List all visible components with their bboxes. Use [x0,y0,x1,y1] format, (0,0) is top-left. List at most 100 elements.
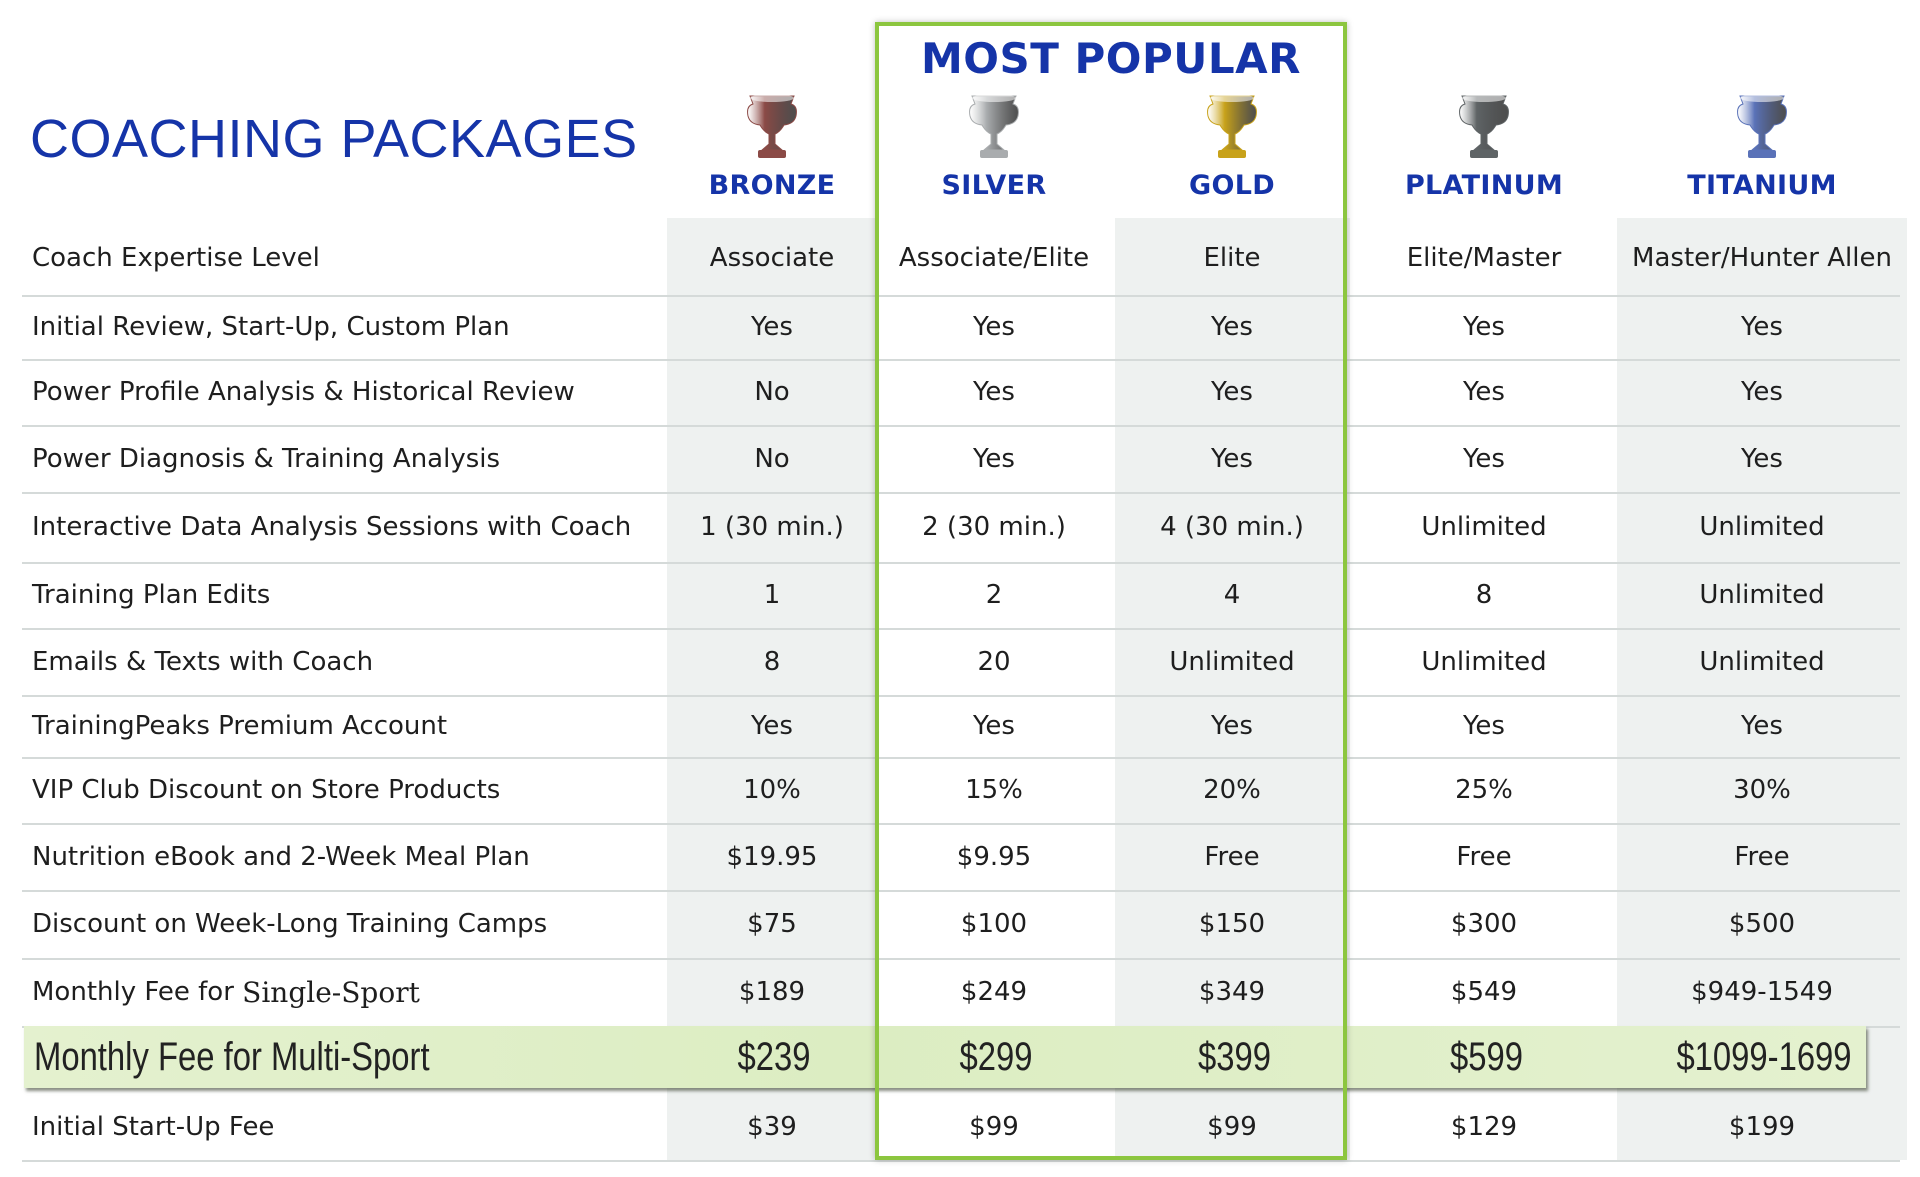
column-shade [1617,218,1907,1160]
cell-silver: $249 [960,977,1028,1007]
table-row: Training Plan Edits 1 2 4 8 Unlimited [22,562,1900,630]
cell-gold: $349 [1198,977,1266,1007]
cell-platinum: 8 [1475,580,1493,610]
cell-bronze: 10% [743,775,801,805]
cell-gold: Yes [1211,443,1253,474]
cell-titanium: Yes [1741,711,1783,741]
cell-titanium: 30% [1733,775,1791,805]
cell-silver: 15% [965,775,1023,805]
row-label-text: Coach Expertise Level [32,242,320,273]
trophy-gold-icon [1207,94,1257,158]
table-row-highlight: Monthly Fee for Multi-Sport $239 $299 $399 $… [24,1026,1866,1088]
cell-silver: 20 [977,646,1011,677]
cell-platinum: Unlimited [1421,646,1547,677]
cell-platinum: Free [1456,841,1512,872]
cell-titanium: $199 [1728,1112,1796,1142]
cell-gold: Yes [1211,312,1253,342]
table-row: TrainingPeaks Premium Account Yes Yes Yes Ye… [22,695,1900,759]
cell-silver: Yes [973,443,1015,474]
row-label-text: VIP Club Discount on Store Products [32,775,501,805]
table-row: Coach Expertise Level Associate Associate/… [22,220,1900,297]
column-shade [1114,218,1350,1160]
cell-bronze: $75 [747,909,797,939]
cell-gold: $150 [1198,909,1266,939]
cell-bronze: No [754,443,790,474]
cell-bronze: $19.95 [726,841,818,872]
row-label: TrainingPeaks Premium Account [32,695,447,757]
cell-bronze: No [754,377,790,407]
tier-silver: SILVER [874,92,1114,201]
row-label-text: Nutrition eBook and 2-Week Meal Plan [32,841,530,872]
cell-platinum: $599 [1449,1034,1523,1079]
cell-titanium: $1099-1699 [1676,1034,1852,1079]
cell-titanium: $949-1549 [1691,977,1833,1007]
row-label: VIP Club Discount on Store Products [32,757,500,823]
cell-gold: Yes [1211,711,1253,741]
table-row: Initial Review, Start-Up, Custom Plan Yes… [22,295,1900,361]
cell-bronze: 1 (30 min.) [700,512,844,542]
tier-name: BRONZE [708,170,836,201]
row-label: Initial Start-Up Fee [32,1094,274,1160]
cell-platinum: Yes [1463,312,1505,342]
cell-platinum: $129 [1450,1112,1518,1142]
cell-gold: $399 [1197,1034,1271,1079]
cell-titanium: Yes [1741,312,1783,342]
cell-silver: 2 [985,580,1003,610]
cell-platinum: Yes [1463,443,1505,474]
cell-titanium: $500 [1728,909,1796,939]
cell-silver: Yes [973,377,1015,407]
table-row: Nutrition eBook and 2-Week Meal Plan $19.… [22,823,1900,892]
cell-titanium: Master/Hunter Allen [1632,242,1892,273]
page-title: COACHING PACKAGES [30,109,638,169]
table-row: Emails & Texts with Coach 8 20 Unlimited Unl… [22,628,1900,697]
cell-titanium: Yes [1741,443,1783,474]
row-label-text: TrainingPeaks Premium Account [32,711,448,741]
cell-silver: 2 (30 min.) [922,512,1066,542]
tier-name: GOLD [1189,170,1275,201]
table-row: Interactive Data Analysis Sessions with … [22,492,1900,564]
table-row: Initial Start-Up Fee $39 $99 $99 $129 $199 [22,1094,1900,1162]
column-shade [667,218,877,1160]
tier-platinum: PLATINUM [1364,92,1604,201]
row-label: Initial Review, Start-Up, Custom Plan [32,295,510,359]
cell-gold: Unlimited [1169,646,1295,677]
cell-platinum: Elite/Master [1406,242,1562,273]
cell-gold: 4 (30 min.) [1160,512,1304,542]
row-label: Monthly Fee for Multi-Sport [34,1026,430,1088]
row-label: Nutrition eBook and 2-Week Meal Plan [32,823,530,890]
tier-titanium: TITANIUM [1642,92,1882,201]
tier-name: PLATINUM [1404,170,1564,201]
trophy-titanium-icon [1737,94,1787,158]
cell-silver: $99 [969,1112,1019,1142]
row-label: Emails & Texts with Coach [32,628,373,695]
cell-titanium: Unlimited [1699,512,1825,542]
cell-gold: $99 [1207,1112,1257,1142]
table-row: Monthly Fee for Single-Sport $189 $249 $349… [22,958,1900,1028]
row-label: Interactive Data Analysis Sessions with … [32,492,631,562]
table-row: Power Diagnosis & Training Analysis No Yes… [22,425,1900,494]
tier-name: SILVER [941,170,1047,201]
row-label: Discount on Week-Long Training Camps [32,890,547,958]
cell-bronze: $39 [747,1112,797,1142]
row-label-text: Monthly Fee for [32,977,243,1007]
row-label-text: Power Profile Analysis & Historical Revi… [32,377,575,407]
row-label-text: Initial Start-Up Fee [32,1112,275,1142]
row-label: Power Profile Analysis & Historical Revi… [32,359,575,425]
row-label-text: Discount on Week-Long Training Camps [32,909,548,939]
cell-silver: $299 [959,1034,1033,1079]
cell-silver: $100 [960,909,1028,939]
cell-platinum: 25% [1455,775,1513,805]
row-label: Monthly Fee for Single-Sport [32,958,420,1026]
cell-gold: 4 [1223,580,1241,610]
cell-platinum: Unlimited [1421,512,1547,542]
cell-gold: 20% [1203,775,1261,805]
cell-bronze: 8 [763,646,781,677]
cell-platinum: Yes [1463,377,1505,407]
row-label-text: Training Plan Edits [32,580,271,610]
cell-gold: Yes [1211,377,1253,407]
cell-bronze: $189 [738,977,806,1007]
row-label-text: Emails & Texts with Coach [32,646,374,677]
row-label: Power Diagnosis & Training Analysis [32,425,500,492]
row-label: Coach Expertise Level [32,220,320,295]
cell-bronze: $239 [737,1034,811,1079]
